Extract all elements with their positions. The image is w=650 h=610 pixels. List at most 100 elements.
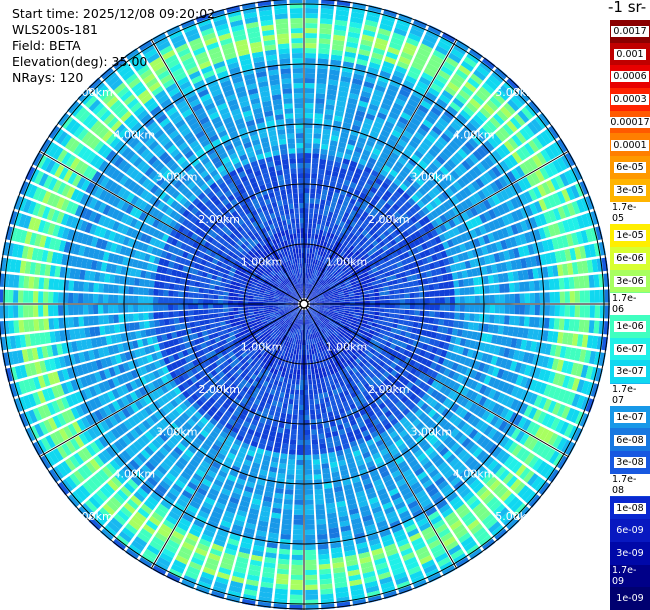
ray-gate	[343, 483, 353, 491]
ray-gate	[218, 290, 224, 296]
ray-gate	[78, 293, 84, 304]
ray-gate	[284, 372, 289, 379]
ray-gate	[380, 339, 387, 345]
ray-gate	[491, 446, 503, 458]
ray-gate	[571, 393, 581, 408]
ray-gate	[483, 386, 492, 397]
ray-gate	[580, 396, 590, 411]
ray-gate	[305, 329, 308, 335]
ray-gate	[309, 304, 315, 306]
ray-gate	[148, 280, 155, 288]
ray-gate	[188, 292, 194, 298]
ray-gate	[464, 339, 472, 348]
ray-gate	[28, 276, 35, 289]
ray-gate	[443, 435, 453, 446]
ray-gate	[532, 409, 542, 422]
ray-gate	[277, 381, 283, 387]
ray-gate	[472, 431, 483, 443]
ray-gate	[362, 320, 368, 325]
ray-gate	[446, 360, 455, 369]
ray-gate	[393, 388, 401, 397]
ray-gate	[284, 494, 294, 500]
ray-gate	[491, 366, 500, 377]
ray-gate	[336, 334, 342, 340]
ray-gate	[386, 401, 395, 410]
ray-gate	[398, 347, 406, 354]
ray-gate	[502, 325, 509, 336]
ray-gate	[356, 331, 363, 337]
ray-gate	[28, 319, 35, 332]
ray-gate	[228, 311, 234, 316]
ray-gate	[479, 342, 486, 352]
ray-gate	[345, 554, 358, 562]
ray-gate	[529, 393, 538, 406]
ray-gate	[168, 297, 174, 304]
ray-gate	[346, 564, 360, 572]
ray-gate	[495, 466, 507, 478]
ray-gate	[509, 478, 522, 492]
ray-gate	[461, 437, 472, 448]
ray-gate	[342, 327, 349, 332]
ray-gate	[439, 432, 450, 442]
ray-gate	[315, 314, 321, 318]
ray-gate	[93, 304, 99, 315]
ray-gate	[355, 433, 363, 441]
ray-gate	[8, 305, 14, 319]
ray-gate	[509, 360, 518, 372]
ray-gate	[528, 455, 539, 469]
ray-gate	[330, 384, 337, 391]
ray-gate	[305, 314, 307, 320]
ray-gate	[566, 332, 574, 346]
ray-gate	[148, 320, 155, 328]
ray-gate	[475, 466, 487, 478]
ray-gate	[326, 406, 333, 413]
ray-gate	[48, 291, 54, 303]
ray-gate	[424, 304, 430, 311]
ray-gate	[328, 527, 340, 534]
ray-gate	[459, 304, 465, 312]
ray-gate	[343, 314, 349, 319]
ray-gate	[295, 354, 299, 360]
ray-gate	[325, 437, 333, 444]
ray-gate	[318, 309, 324, 312]
ray-gate	[282, 513, 293, 520]
ray-gate	[304, 389, 309, 395]
ray-gate	[322, 339, 327, 345]
ray-gate	[348, 356, 355, 363]
ray-gate	[388, 317, 394, 323]
ray-gate	[43, 277, 50, 290]
ray-gate	[108, 314, 114, 324]
ray-gate	[23, 290, 29, 303]
ray-gate	[425, 432, 435, 442]
ray-gate	[445, 351, 453, 360]
ray-gate	[383, 317, 389, 322]
ray-gate	[337, 315, 343, 319]
ray-gate	[435, 443, 446, 453]
ray-gate	[287, 464, 295, 470]
ray-gate	[586, 335, 594, 349]
ray-gate	[173, 284, 180, 291]
ray-gate	[348, 313, 354, 317]
ray-gate	[358, 442, 367, 450]
ray-gate	[452, 372, 460, 381]
ray-gate	[218, 312, 224, 318]
ray-gate	[248, 292, 255, 296]
ray-gate	[319, 578, 333, 585]
ray-gate	[362, 514, 373, 523]
ray-gate	[379, 576, 393, 585]
ray-gate	[393, 357, 400, 365]
ray-gate	[337, 376, 343, 383]
ray-gate	[312, 328, 315, 334]
ray-gate	[547, 432, 559, 446]
ray-gate	[412, 340, 419, 347]
ray-gate	[198, 293, 204, 299]
ray-gate	[450, 548, 465, 560]
ray-gate	[330, 400, 337, 407]
ray-gate	[276, 568, 289, 575]
ray-gate	[299, 389, 304, 395]
ray-gate	[320, 402, 326, 409]
ray-gate	[308, 307, 314, 311]
ray-gate	[456, 329, 463, 337]
ray-gate	[309, 349, 312, 355]
ray-gate	[317, 325, 321, 331]
